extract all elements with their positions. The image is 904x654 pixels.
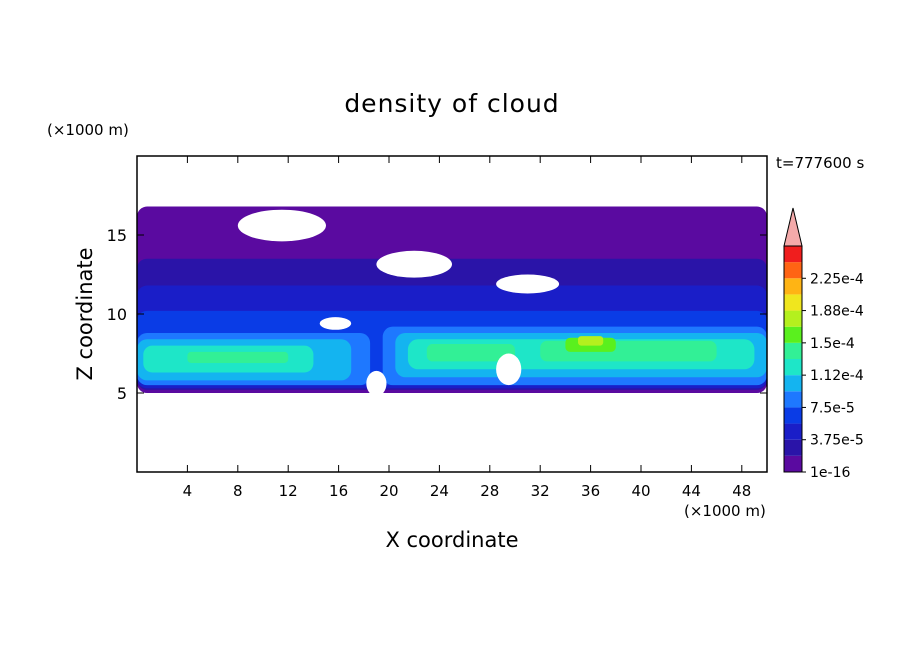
y-axis-ticks: 5 10 15 [107,226,767,403]
x-tick-label: 32 [531,482,550,500]
x-tick-label: 48 [732,482,751,500]
density-region-14 [578,336,604,346]
x-axis-ticks: 4 8 12 16 20 24 28 32 36 40 44 48 [183,156,751,500]
clear-area-1 [376,250,453,278]
clear-area-3 [319,317,352,330]
x-tick-label: 16 [329,482,348,500]
colorbar-swatch [784,278,802,295]
density-region-11 [426,344,515,362]
x-tick-label: 4 [183,482,193,500]
colorbar-swatch [784,246,802,263]
x-tick-label: 28 [480,482,499,500]
x-unit-label: (×1000 m) [684,502,766,520]
plot-area [137,206,767,397]
x-axis-label: X coordinate [385,528,518,552]
colorbar-tick-label: 1e-16 [810,465,850,481]
x-tick-label: 40 [631,482,650,500]
colorbar-tick-label: 1.12e-4 [810,368,864,384]
colorbar-swatch [784,455,802,472]
colorbar-swatch [784,359,802,376]
colorbar-swatch [784,310,802,327]
colorbar-swatch [784,294,802,311]
y-tick-label: 5 [117,384,127,403]
colorbar-swatch [784,439,802,456]
y-tick-label: 15 [107,226,127,245]
x-tick-label: 12 [279,482,298,500]
colorbar-tick-label: 3.75e-5 [810,433,864,449]
colorbar-tick-label: 2.25e-4 [810,271,864,287]
clear-area-4 [366,370,387,397]
colorbar-swatch [784,423,802,440]
y-unit-label: (×1000 m) [47,121,129,139]
chart-title: density of cloud [344,89,559,118]
x-tick-label: 8 [233,482,243,500]
colorbar-swatch [784,391,802,408]
colorbar-tick-label: 7.5e-5 [810,400,855,416]
clear-area-0 [237,209,326,242]
colorbar-swatch [784,375,802,392]
colorbar-swatch [784,407,802,424]
y-axis-label: Z coordinate [73,247,97,380]
colorbar-tick-label: 1.88e-4 [810,304,864,320]
colorbar-swatch [784,342,802,359]
x-tick-label: 44 [682,482,701,500]
x-tick-label: 20 [379,482,398,500]
colorbar-overflow-arrow [783,207,803,247]
time-label: t=777600 s [776,154,864,172]
density-region-10 [187,351,289,363]
x-tick-label: 24 [430,482,449,500]
colorbar-swatch [784,326,802,343]
colorbar-swatch [784,262,802,279]
colorbar-tick-label: 1.5e-4 [810,336,855,352]
x-tick-label: 36 [581,482,600,500]
clear-area-5 [496,353,522,386]
y-tick-label: 10 [107,305,127,324]
clear-area-2 [496,274,560,294]
colorbar: 1e-16 3.75e-5 7.5e-5 1.12e-4 1.5e-4 1.88e-4 2.… [783,207,864,481]
